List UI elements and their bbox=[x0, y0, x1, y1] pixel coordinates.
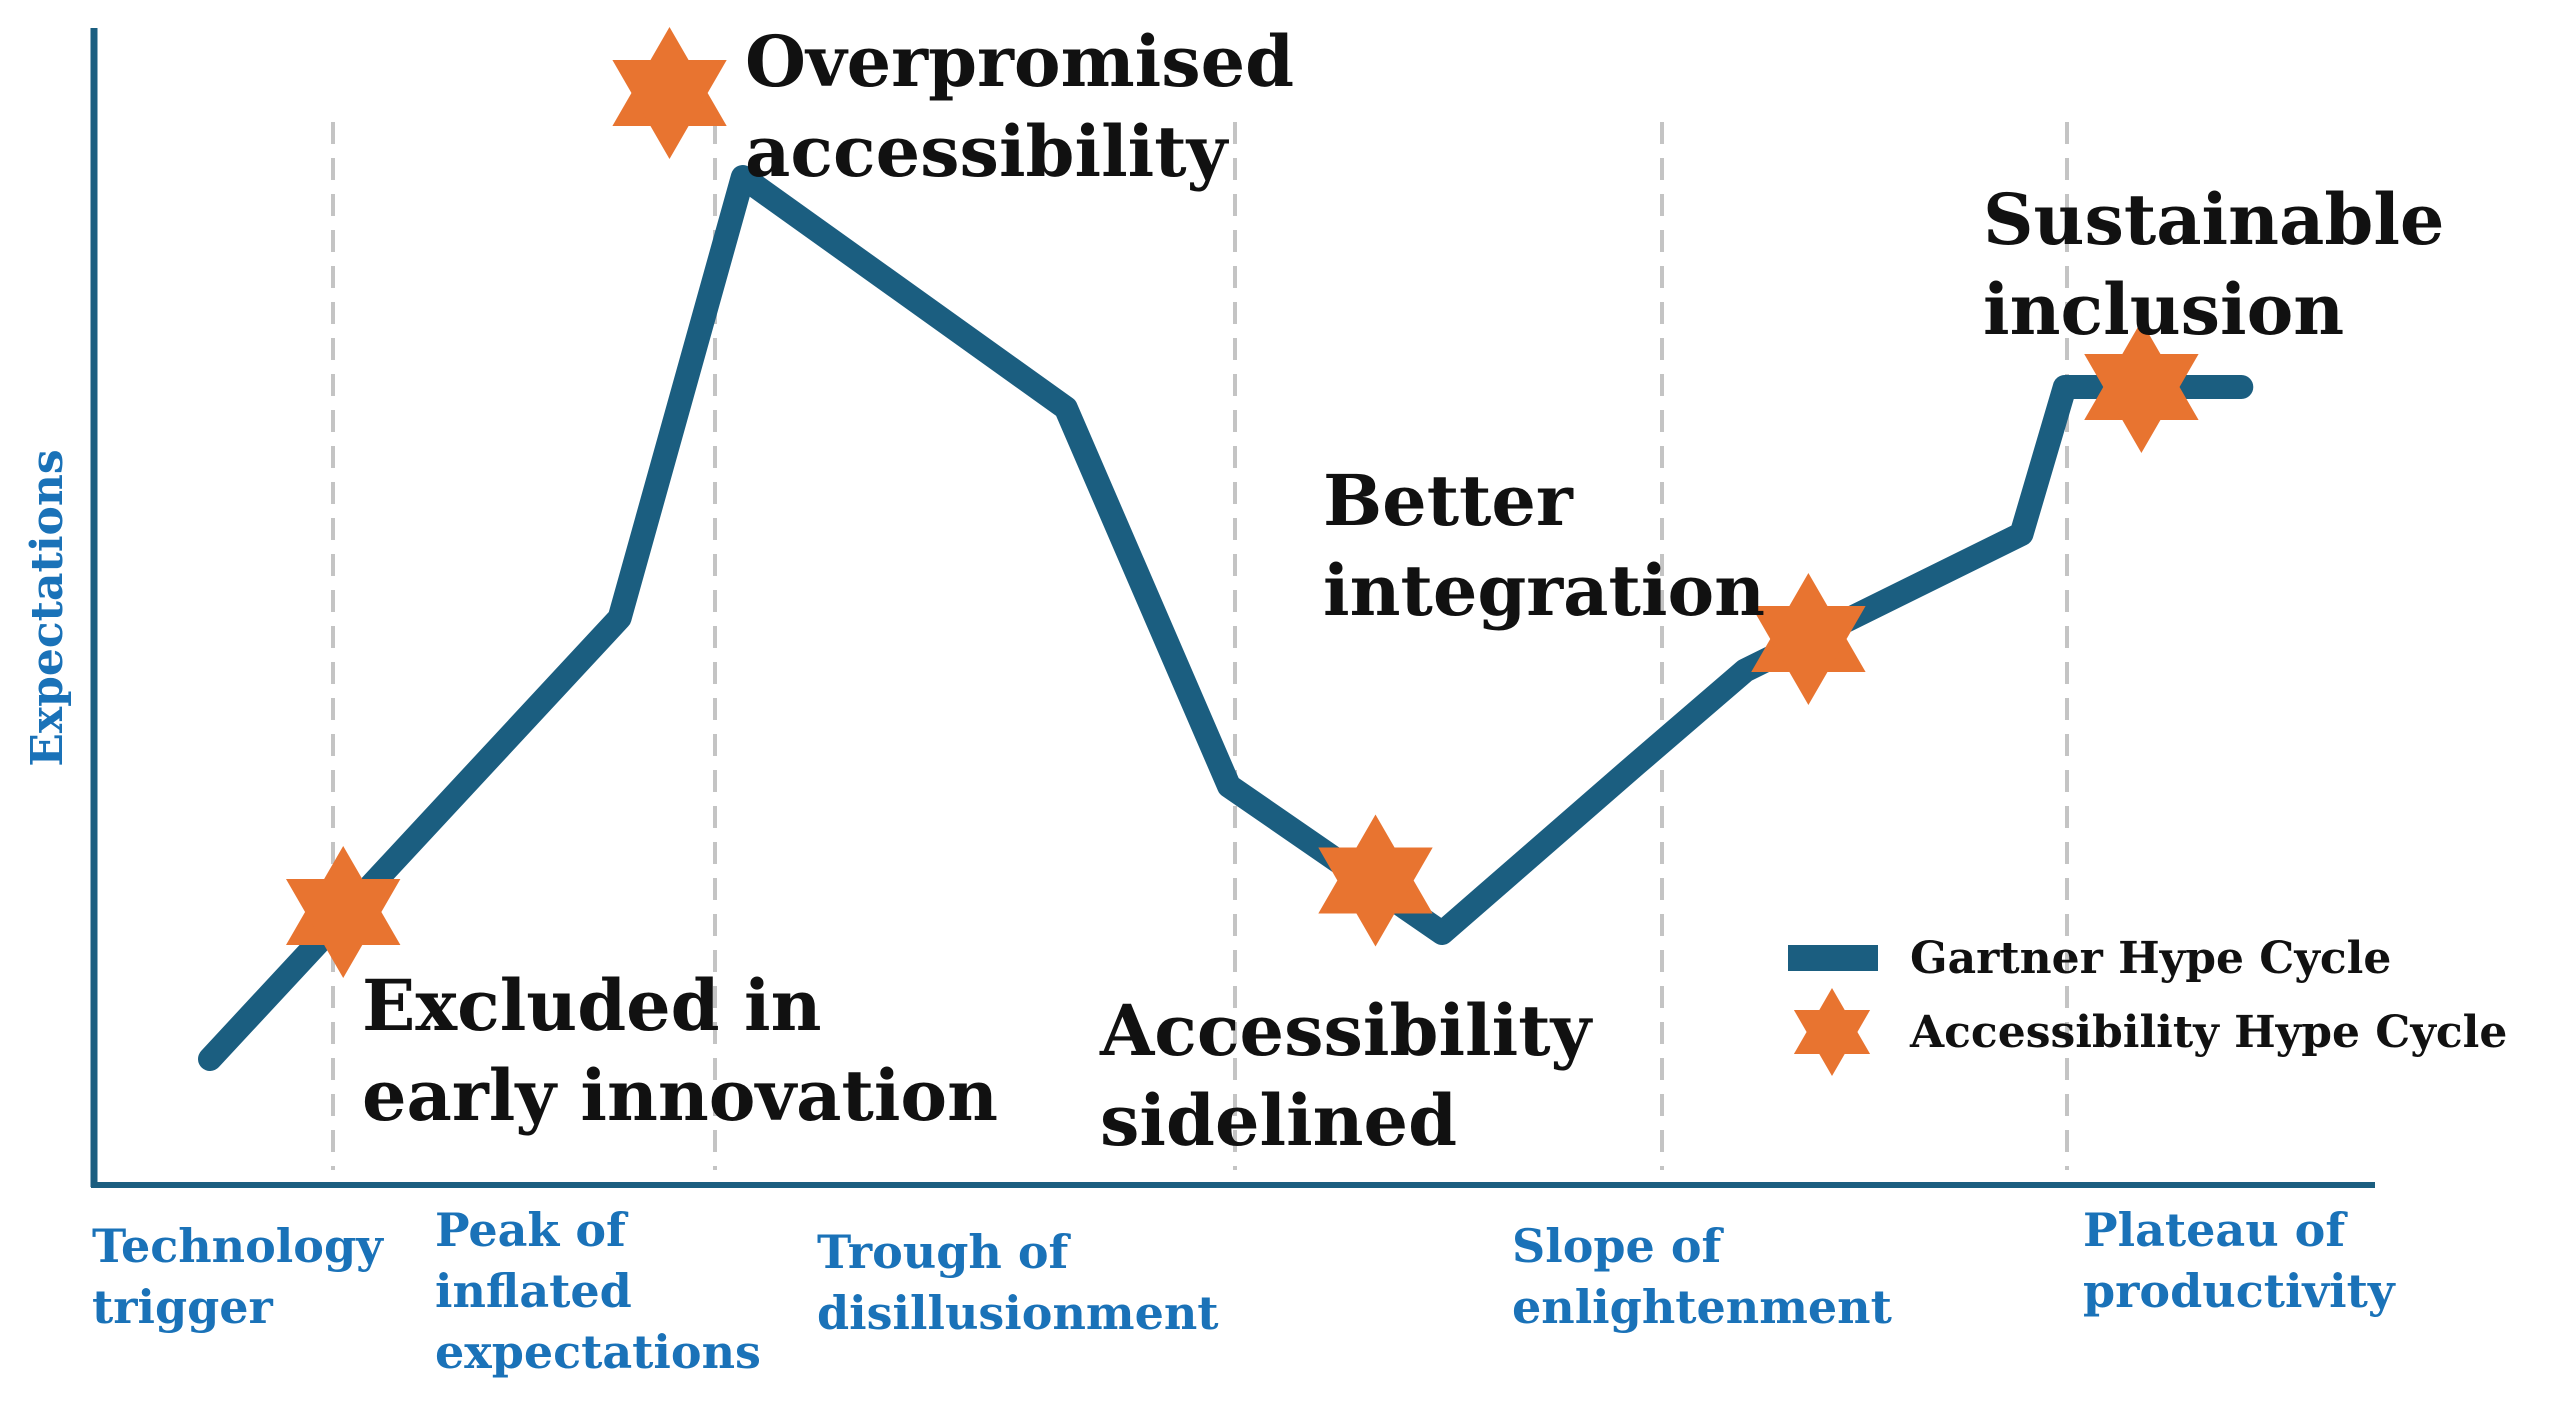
annotation-line: integration bbox=[1323, 549, 1765, 632]
annotation-line: Better bbox=[1323, 459, 1574, 542]
annotation-3: Accessibility sidelined bbox=[1099, 989, 1594, 1162]
phase-label-line: enlightenment bbox=[1512, 1280, 1893, 1334]
accessibility-star-3 bbox=[1318, 814, 1433, 947]
annotations: Excluded in early innovation Overpromised a… bbox=[362, 20, 2444, 1162]
phase-label-line: disillusionment bbox=[817, 1286, 1219, 1340]
phase-label-line: Plateau of bbox=[2083, 1203, 2348, 1257]
accessibility-star-5 bbox=[2084, 321, 2199, 453]
gartner-hype-cycle-series bbox=[198, 165, 2254, 1071]
annotation-5: Sustainable inclusion bbox=[1983, 178, 2444, 351]
phase-label-4: Slope of enlightenment bbox=[1512, 1219, 1893, 1334]
annotation-line: Overpromised bbox=[745, 20, 1294, 103]
legend-label-gartner: Gartner Hype Cycle bbox=[1910, 933, 2391, 984]
accessibility-star-2 bbox=[612, 27, 727, 159]
y-axis-label: Expectations bbox=[22, 449, 73, 766]
phase-label-3: Trough of disillusionment bbox=[817, 1225, 1219, 1340]
phase-label-5: Plateau of productivity bbox=[2083, 1203, 2396, 1318]
accessibility-hype-cycle-series bbox=[286, 27, 2199, 978]
phase-label-line: expectations bbox=[435, 1325, 761, 1379]
axes: Expectations bbox=[22, 28, 2375, 1188]
gartner-curve-line bbox=[198, 165, 2254, 1071]
annotation-line: sidelined bbox=[1100, 1079, 1457, 1162]
star-triangle bbox=[612, 60, 727, 159]
phase-label-line: Trough of bbox=[817, 1225, 1072, 1279]
star-triangle bbox=[1751, 606, 1866, 705]
annotation-4: Better integration bbox=[1323, 459, 1765, 632]
annotation-line: early innovation bbox=[362, 1054, 998, 1137]
phase-label-line: trigger bbox=[92, 1280, 274, 1334]
annotation-line: inclusion bbox=[1983, 268, 2344, 351]
legend-star-icon bbox=[1793, 988, 1871, 1076]
annotation-1: Excluded in early innovation bbox=[362, 964, 998, 1137]
legend: Gartner Hype Cycle Accessibility Hype Cy… bbox=[1788, 933, 2507, 1076]
star-triangle bbox=[2084, 354, 2199, 453]
phase-separators bbox=[331, 122, 2069, 1170]
annotation-line: Sustainable bbox=[1983, 178, 2444, 261]
star-triangle bbox=[1318, 847, 1433, 947]
annotation-2: Overpromised accessibility bbox=[745, 20, 1294, 193]
phase-label-line: productivity bbox=[2083, 1264, 2396, 1318]
phase-label-2: Peak of inflated expectations bbox=[435, 1203, 761, 1379]
annotation-line: Excluded in bbox=[362, 964, 821, 1047]
phase-label-line: inflated bbox=[435, 1264, 632, 1318]
phase-labels: Technology trigger Peak of inflated expectat… bbox=[92, 1203, 2396, 1379]
phase-label-1: Technology trigger bbox=[92, 1219, 384, 1334]
accessibility-star-4 bbox=[1751, 573, 1866, 705]
star-triangle bbox=[286, 879, 401, 978]
phase-label-line: Technology bbox=[92, 1219, 384, 1273]
star-triangle bbox=[1793, 1010, 1871, 1076]
phase-label-line: Slope of bbox=[1512, 1219, 1725, 1273]
annotation-line: Accessibility bbox=[1099, 989, 1594, 1072]
legend-swatch-accessibility bbox=[1793, 988, 1871, 1076]
phase-label-line: Peak of bbox=[435, 1203, 629, 1257]
annotation-line: accessibility bbox=[745, 110, 1230, 193]
legend-label-accessibility: Accessibility Hype Cycle bbox=[1909, 1007, 2507, 1058]
accessibility-star-1 bbox=[286, 846, 401, 978]
